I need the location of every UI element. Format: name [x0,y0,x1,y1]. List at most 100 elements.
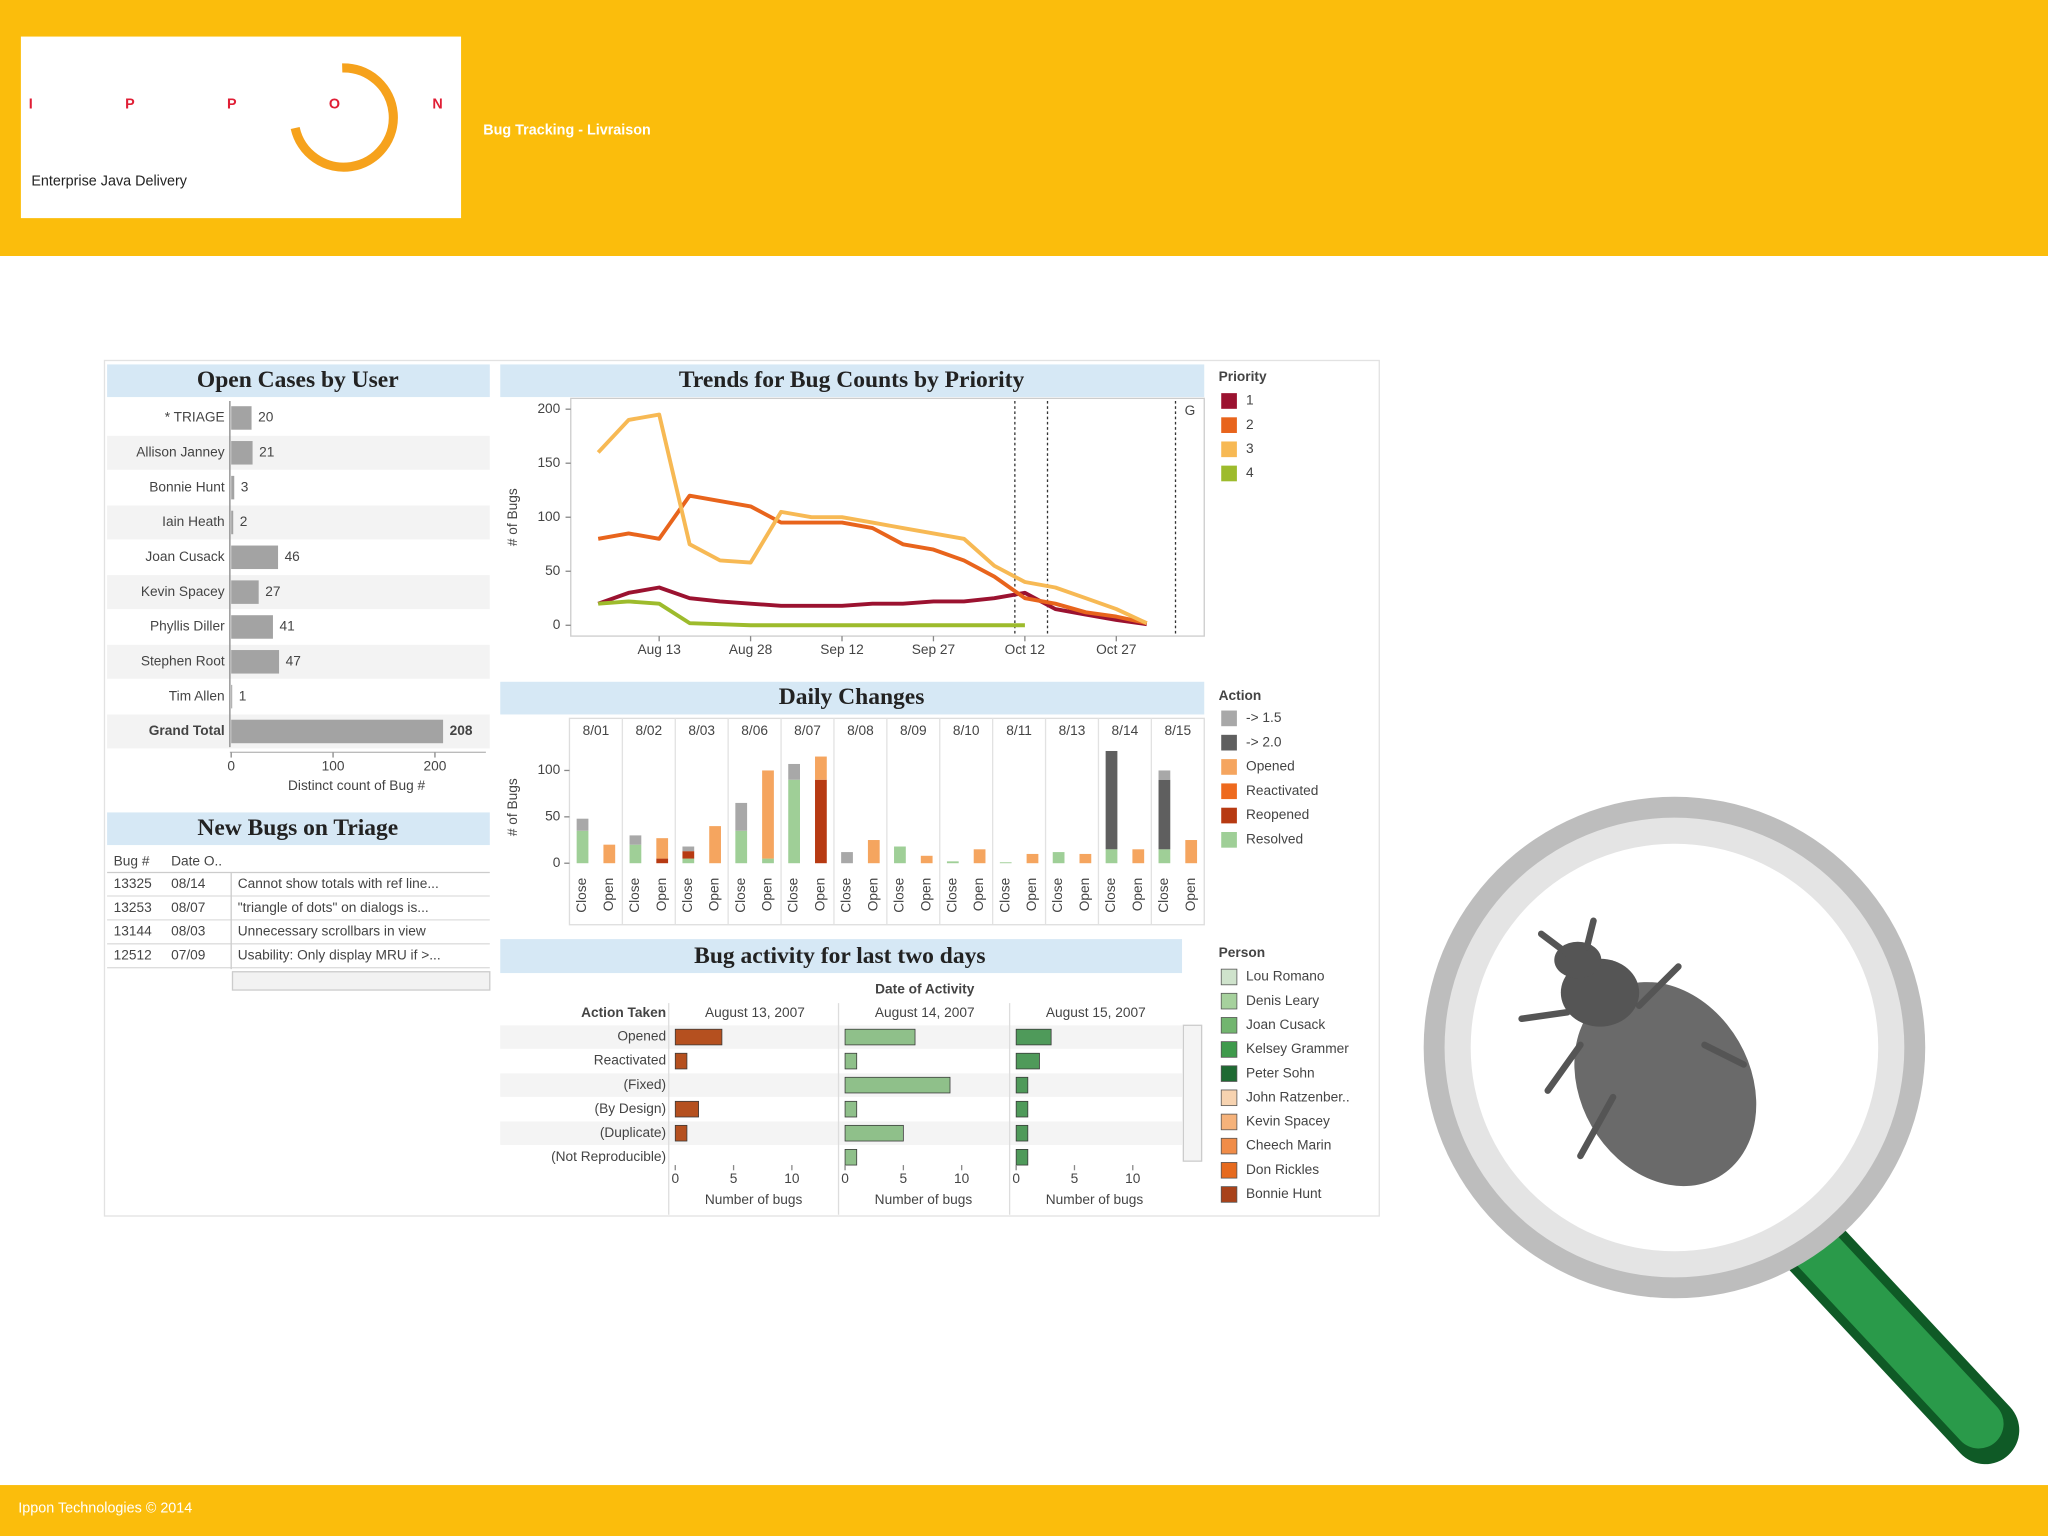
row-label: (By Design) [595,1101,667,1116]
stacked-bar [735,830,748,864]
panel-title: Open Cases by User [197,367,399,393]
date-header: 8/11 [1006,723,1032,738]
stacked-bar [682,851,695,859]
row-band [107,505,490,540]
axis-label: # of Bugs [505,488,520,546]
y-tick-label: 200 [537,401,560,416]
date-header: 8/08 [847,723,874,738]
stacked-bar [1105,750,1118,850]
legend-swatch [1220,1017,1238,1034]
row-label: Kevin Spacey [141,584,225,599]
stacked-bar [1158,779,1171,850]
stacked-bar [576,830,589,864]
stacked-bar [1026,853,1039,864]
y-tick-label: 50 [545,808,561,823]
table-cell: 08/14 [171,876,206,891]
panel-title-band [500,364,1205,398]
legend-label: Bonnie Hunt [1246,1186,1322,1201]
bar [231,406,252,430]
x-tick-label: Sep 12 [820,642,863,657]
bar [231,580,259,604]
bar [674,1028,723,1046]
x-tick-label: Open [601,878,616,912]
stacked-bar [841,852,853,864]
bar [674,1124,688,1142]
legend-swatch [1220,1113,1238,1131]
stacked-bar [1185,840,1198,864]
y-tick-label: 100 [537,762,560,777]
stacked-bar [999,862,1012,864]
x-tick-label: Close [1103,877,1118,912]
x-tick-label: Open [654,878,669,912]
axis-label: Number of bugs [875,1192,973,1207]
date-header: August 13, 2007 [705,1005,805,1020]
y-tick-label: 50 [545,563,561,578]
bar [1015,1124,1029,1142]
bar [231,475,235,500]
y-tick-label: 0 [553,855,561,870]
row-label: Iain Heath [162,514,224,529]
stacked-bar [788,779,800,864]
legend-label: Reactivated [1246,783,1318,798]
table-cell: "triangle of dots" on dialogs is... [238,900,429,915]
x-tick-label: 0 [1012,1171,1020,1186]
table-cell: Unnecessary scrollbars in view [238,924,426,939]
bar [844,1028,916,1046]
axis-label: Number of bugs [705,1192,803,1207]
legend-label: Reopened [1246,807,1309,822]
stacked-bar [788,763,800,780]
row-band [107,575,490,610]
legend-label: Peter Sohn [1246,1065,1315,1080]
legend-label: Kelsey Grammer [1246,1041,1349,1056]
row-label: Opened [617,1029,666,1044]
table-cell: 13253 [114,900,152,915]
x-tick-label: Oct 27 [1096,642,1136,657]
x-tick-label: Open [813,878,828,912]
y-tick-label: 0 [553,617,561,632]
legend-swatch [1221,734,1237,751]
x-tick-label: Aug 13 [637,642,681,657]
x-tick-label: Open [971,878,986,912]
row-label: Allison Janney [136,444,225,459]
bar [231,684,233,709]
stacked-bar [894,846,906,864]
panel-title-band [107,364,490,398]
row-label: Tim Allen [169,688,225,703]
row-label: Grand Total [149,723,225,738]
legend-swatch [1221,759,1237,775]
x-tick-label: Aug 28 [729,642,773,657]
slide-title: Bug Tracking - Livraison [483,122,651,138]
bar [231,615,273,639]
x-tick-label: Open [760,878,775,912]
footer-band [0,1485,2048,1536]
x-tick-label: Open [1183,878,1198,912]
table-cell: 13144 [114,924,152,939]
legend-label: -> 2.0 [1246,734,1282,749]
x-tick-label: 0 [227,758,235,773]
date-header: August 15, 2007 [1046,1005,1146,1020]
bar [1015,1100,1029,1118]
row-band [107,644,490,679]
scrollbar [1182,1024,1203,1162]
y-tick-label: 150 [537,455,560,470]
bar [844,1052,858,1070]
value-label: 3 [241,479,249,494]
stacked-bar [1079,853,1092,864]
line-series [596,412,1148,625]
row-band [107,435,490,470]
stacked-bar [973,849,986,864]
stacked-bar [576,818,589,831]
row-label: (Fixed) [623,1077,666,1092]
panel-title: Bug activity for last two days [694,943,985,969]
stacked-bar [762,770,774,859]
x-tick-label: 100 [322,758,345,773]
date-header: 8/07 [794,723,821,738]
axis-label: Distinct count of Bug # [288,778,425,793]
legend-label: 3 [1246,441,1254,456]
legend-label: 4 [1246,465,1254,480]
stacked-bar [1105,849,1118,864]
x-tick-label: Oct 12 [1005,642,1045,657]
date-header: 8/10 [953,723,980,738]
row-label: (Not Reproducible) [551,1149,666,1164]
y-tick-label: 100 [537,509,560,524]
